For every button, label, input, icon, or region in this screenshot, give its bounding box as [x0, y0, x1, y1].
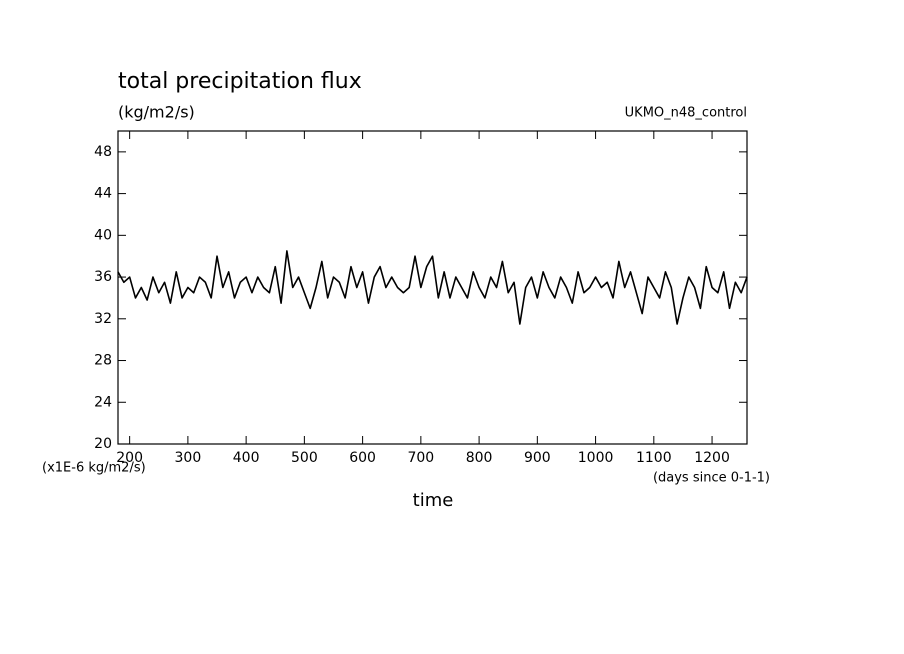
x-tick-label: 700: [407, 450, 434, 466]
x-tick-label: 300: [175, 450, 202, 466]
chart-title: total precipitation flux: [118, 69, 362, 94]
x-units-label: (days since 0-1-1): [653, 471, 770, 486]
plot-frame: [117, 130, 748, 445]
y-tick-label: 48: [94, 144, 112, 160]
x-tick-label: 1100: [636, 450, 672, 466]
y-tick-label: 20: [94, 436, 112, 452]
x-tick-label: 1200: [694, 450, 730, 466]
x-tick-label: 200: [116, 450, 143, 466]
y-tick-label: 32: [94, 311, 112, 327]
y-tick-label: 28: [94, 353, 112, 369]
x-tick-label: 600: [349, 450, 376, 466]
x-tick-label: 400: [233, 450, 260, 466]
x-tick-label: 500: [291, 450, 318, 466]
x-tick-label: 1000: [578, 450, 614, 466]
y-tick-label: 36: [94, 269, 112, 285]
y-tick-label: 24: [94, 394, 112, 410]
x-axis-title: time: [413, 490, 454, 511]
x-tick-label: 800: [466, 450, 493, 466]
data-line: [117, 250, 748, 325]
dataset-label: UKMO_n48_control: [625, 106, 747, 121]
y-tick-label: 44: [94, 186, 112, 202]
y-tick-label: 40: [94, 227, 112, 243]
y-units-label: (x1E-6 kg/m2/s): [42, 461, 146, 476]
chart-subtitle: (kg/m2/s): [118, 103, 195, 122]
x-tick-label: 900: [524, 450, 551, 466]
